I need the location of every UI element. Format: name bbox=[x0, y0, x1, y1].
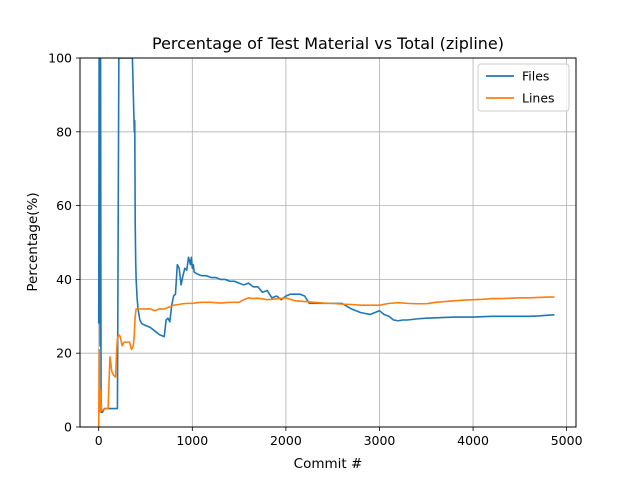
y-tick-label: 60 bbox=[56, 198, 72, 213]
x-tick-label: 5000 bbox=[551, 433, 583, 448]
grid bbox=[80, 57, 576, 428]
legend: Files Lines bbox=[477, 63, 570, 112]
legend-label-lines: Lines bbox=[522, 91, 555, 106]
series-layer bbox=[97, 58, 555, 427]
legend-label-files: Files bbox=[522, 69, 549, 84]
x-tick-label: 4000 bbox=[457, 433, 489, 448]
x-tick-label: 2000 bbox=[270, 433, 302, 448]
x-tick-label: 0 bbox=[95, 433, 103, 448]
series-line-lines bbox=[97, 296, 555, 427]
x-axis-label: Commit # bbox=[294, 456, 363, 472]
y-tick-label: 20 bbox=[56, 346, 72, 361]
y-tick-label: 0 bbox=[64, 420, 72, 435]
y-tick-label: 80 bbox=[56, 124, 72, 139]
y-tick-label: 40 bbox=[56, 272, 72, 287]
chart-title: Percentage of Test Material vs Total (zi… bbox=[152, 34, 504, 53]
axis-ticks: 0 1000 2000 3000 4000 5000 0 20 40 60 80 100 bbox=[48, 51, 582, 449]
y-axis-label: Percentage(%) bbox=[25, 192, 41, 291]
y-tick-label: 100 bbox=[48, 51, 72, 66]
plot-frame bbox=[79, 57, 577, 428]
x-tick-label: 3000 bbox=[364, 433, 396, 448]
x-tick-label: 1000 bbox=[176, 433, 208, 448]
series-line-files bbox=[97, 58, 555, 414]
